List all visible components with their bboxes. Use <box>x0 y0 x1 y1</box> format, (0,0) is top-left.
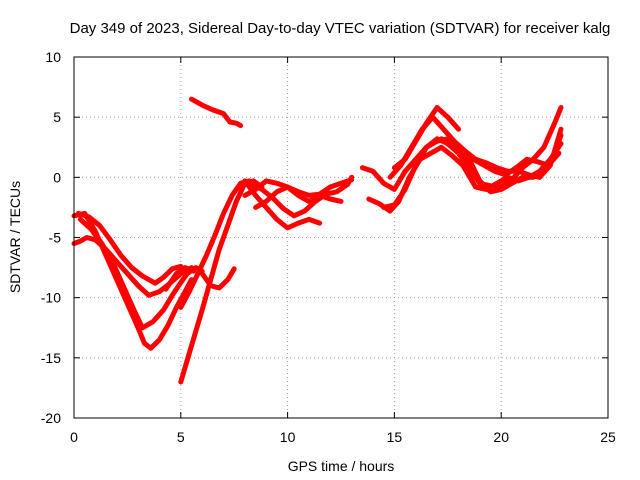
series-trace-7 <box>178 178 252 310</box>
y-axis-label: SDTVAR / TECUs <box>7 181 23 293</box>
x-tick-label: 25 <box>600 429 616 445</box>
series-trace-9 <box>189 96 244 129</box>
y-tick-label: 10 <box>45 49 61 65</box>
series-trace-19 <box>438 136 562 178</box>
series-trace-10 <box>242 178 323 231</box>
series-trace-8 <box>199 266 237 291</box>
chart-title: Day 349 of 2023, Sidereal Day-to-day VTE… <box>70 20 611 37</box>
series-trace-5 <box>75 210 184 286</box>
x-tick-label: 20 <box>493 429 509 445</box>
x-tick-label: 10 <box>280 429 296 445</box>
x-axis-ticks: 0 5 10 15 20 25 <box>70 57 616 445</box>
y-tick-label: -20 <box>41 410 61 426</box>
y-axis-ticks: -20 -15 -10 -5 0 5 10 <box>41 49 608 426</box>
y-tick-label: 0 <box>53 169 61 185</box>
y-tick-label: -5 <box>49 230 62 246</box>
series-trace-13 <box>253 184 344 210</box>
y-tick-label: -15 <box>41 350 61 366</box>
series-trace-11 <box>246 174 355 219</box>
series-trace-12 <box>242 177 355 198</box>
grid <box>74 57 608 418</box>
x-tick-label: 0 <box>70 429 78 445</box>
data-traces <box>71 96 564 385</box>
y-tick-label: -10 <box>41 290 61 306</box>
x-tick-label: 15 <box>387 429 403 445</box>
x-tick-label: 5 <box>177 429 185 445</box>
series-trace-4 <box>163 265 197 292</box>
x-axis-label: GPS time / hours <box>288 458 395 474</box>
y-tick-label: 5 <box>53 109 61 125</box>
